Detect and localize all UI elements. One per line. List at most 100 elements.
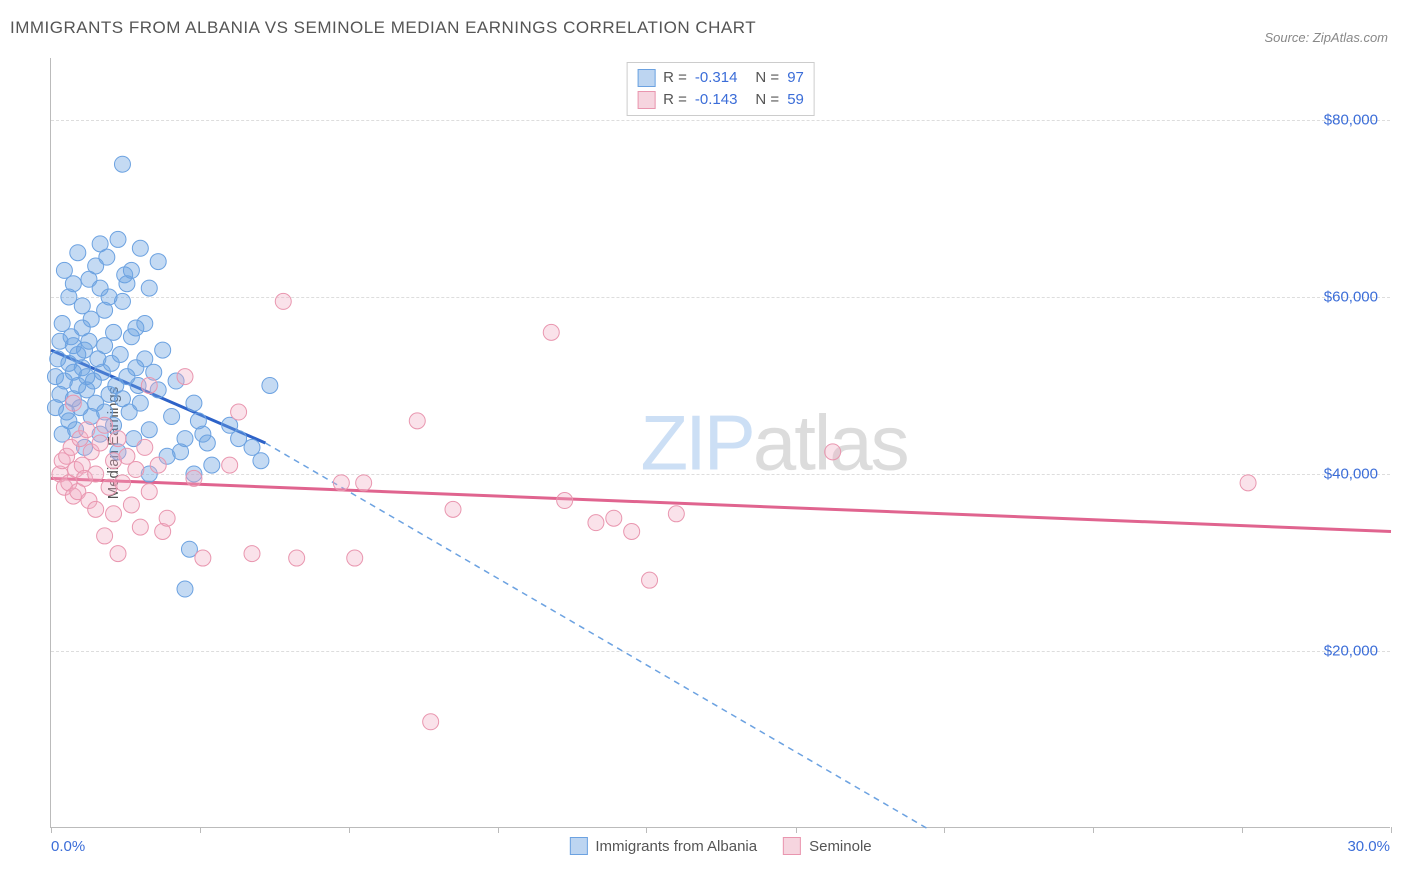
data-point xyxy=(231,404,247,420)
data-point xyxy=(244,546,260,562)
data-point xyxy=(557,493,573,509)
data-point xyxy=(356,475,372,491)
swatch-albania-icon xyxy=(637,69,655,87)
data-point xyxy=(177,369,193,385)
series-legend: Immigrants from Albania Seminole xyxy=(569,837,871,855)
data-point xyxy=(253,453,269,469)
data-point xyxy=(347,550,363,566)
data-point xyxy=(642,572,658,588)
data-point xyxy=(159,510,175,526)
data-point xyxy=(114,293,130,309)
n-value-albania: 97 xyxy=(787,67,804,89)
data-point xyxy=(81,333,97,349)
data-point xyxy=(123,497,139,513)
data-point xyxy=(128,462,144,478)
data-point xyxy=(624,524,640,540)
swatch-seminole-icon xyxy=(783,837,801,855)
data-point xyxy=(99,249,115,265)
source-attribution: Source: ZipAtlas.com xyxy=(1264,30,1388,45)
data-point xyxy=(199,435,215,451)
data-point xyxy=(114,475,130,491)
data-point xyxy=(137,439,153,455)
data-point xyxy=(668,506,684,522)
data-point xyxy=(65,395,81,411)
data-point xyxy=(106,324,122,340)
chart-title: IMMIGRANTS FROM ALBANIA VS SEMINOLE MEDI… xyxy=(10,18,756,38)
swatch-albania-icon xyxy=(569,837,587,855)
data-point xyxy=(155,342,171,358)
x-axis-end-label: 30.0% xyxy=(1347,838,1390,855)
data-point xyxy=(65,276,81,292)
r-label: R = xyxy=(663,89,687,111)
legend-item-albania: Immigrants from Albania xyxy=(569,837,757,855)
data-point xyxy=(88,466,104,482)
correlation-legend: R = -0.314 N = 97 R = -0.143 N = 59 xyxy=(626,62,815,116)
data-point xyxy=(222,457,238,473)
data-point xyxy=(150,457,166,473)
legend-label-seminole: Seminole xyxy=(809,838,872,855)
x-tick xyxy=(200,827,201,833)
data-point xyxy=(141,280,157,296)
data-point xyxy=(423,714,439,730)
data-point xyxy=(132,395,148,411)
legend-label-albania: Immigrants from Albania xyxy=(595,838,757,855)
data-point xyxy=(79,422,95,438)
data-point xyxy=(333,475,349,491)
n-label: N = xyxy=(755,89,779,111)
data-point xyxy=(141,377,157,393)
data-point xyxy=(150,254,166,270)
legend-row-albania: R = -0.314 N = 97 xyxy=(637,67,804,89)
x-tick xyxy=(944,827,945,833)
plot-area: Median Earnings $20,000$40,000$60,000$80… xyxy=(50,58,1390,828)
data-point xyxy=(112,346,128,362)
r-value-albania: -0.314 xyxy=(695,67,738,89)
scatter-points-layer xyxy=(51,58,1390,827)
legend-row-seminole: R = -0.143 N = 59 xyxy=(637,89,804,111)
data-point xyxy=(132,240,148,256)
data-point xyxy=(289,550,305,566)
data-point xyxy=(177,581,193,597)
data-point xyxy=(110,431,126,447)
data-point xyxy=(186,395,202,411)
x-tick xyxy=(646,827,647,833)
data-point xyxy=(825,444,841,460)
data-point xyxy=(123,262,139,278)
x-tick xyxy=(498,827,499,833)
r-label: R = xyxy=(663,67,687,89)
data-point xyxy=(1240,475,1256,491)
data-point xyxy=(137,316,153,332)
data-point xyxy=(204,457,220,473)
data-point xyxy=(132,519,148,535)
data-point xyxy=(606,510,622,526)
data-point xyxy=(70,245,86,261)
data-point xyxy=(97,528,113,544)
data-point xyxy=(88,501,104,517)
legend-item-seminole: Seminole xyxy=(783,837,872,855)
data-point xyxy=(114,156,130,172)
data-point xyxy=(445,501,461,517)
x-axis-start-label: 0.0% xyxy=(51,838,85,855)
data-point xyxy=(275,293,291,309)
x-tick xyxy=(1391,827,1392,833)
x-tick xyxy=(51,827,52,833)
x-tick xyxy=(349,827,350,833)
data-point xyxy=(588,515,604,531)
x-tick xyxy=(796,827,797,833)
data-point xyxy=(141,484,157,500)
data-point xyxy=(164,408,180,424)
data-point xyxy=(97,417,113,433)
data-point xyxy=(177,431,193,447)
data-point xyxy=(141,422,157,438)
x-tick xyxy=(1093,827,1094,833)
data-point xyxy=(195,550,211,566)
data-point xyxy=(110,546,126,562)
data-point xyxy=(262,377,278,393)
x-tick xyxy=(1242,827,1243,833)
data-point xyxy=(110,231,126,247)
n-label: N = xyxy=(755,67,779,89)
swatch-seminole-icon xyxy=(637,91,655,109)
r-value-seminole: -0.143 xyxy=(695,89,738,111)
data-point xyxy=(106,506,122,522)
n-value-seminole: 59 xyxy=(787,89,804,111)
data-point xyxy=(409,413,425,429)
